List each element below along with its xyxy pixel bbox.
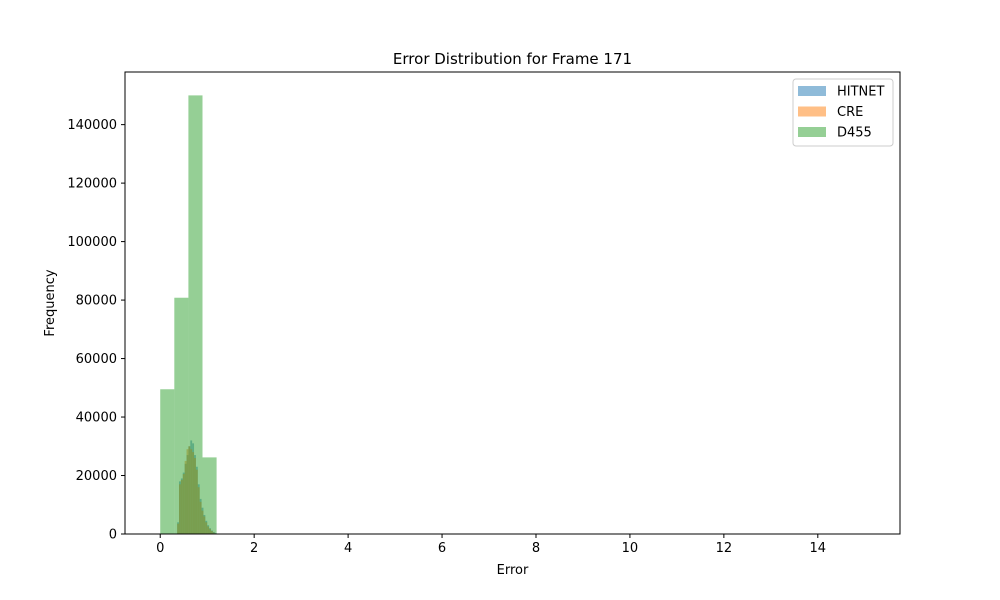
x-tick-label: 2 [250, 541, 258, 556]
x-tick-label: 6 [438, 541, 446, 556]
plot-frame [124, 71, 901, 535]
series-d455 [160, 95, 217, 535]
x-tick-label: 0 [156, 541, 164, 556]
y-tick-label: 100000 [67, 235, 117, 250]
legend-swatch-hitnet [798, 86, 826, 96]
legend-swatch-cre [798, 106, 826, 117]
x-tick-label: 10 [622, 541, 639, 556]
y-tick-label: 0 [109, 528, 117, 543]
y-tick-label: 80000 [76, 294, 117, 309]
x-tick-label: 4 [344, 541, 352, 556]
bar-d455 [202, 457, 217, 534]
y-tick-label: 60000 [76, 352, 117, 367]
y-axis-label: Frequency [43, 269, 58, 336]
x-axis-ticks: 0 2 4 6 8 10 12 14 [156, 534, 826, 556]
bar-d455 [160, 389, 175, 534]
legend-label-hitnet: HITNET [837, 85, 884, 100]
bar-d455 [174, 297, 189, 534]
x-tick-label: 8 [532, 541, 540, 556]
y-tick-label: 140000 [67, 118, 117, 133]
bar-d455 [188, 95, 203, 535]
legend-label-cre: CRE [837, 105, 863, 120]
bars-layer [160, 95, 217, 535]
legend: HITNET CRE D455 [792, 78, 894, 147]
y-axis-ticks: 0 20000 40000 60000 80000 100000 120000 140000 [67, 118, 125, 543]
y-tick-label: 40000 [76, 411, 117, 426]
legend-label-d455: D455 [837, 126, 872, 141]
x-axis-label: Error [497, 563, 529, 578]
x-tick-label: 14 [810, 541, 827, 556]
y-tick-label: 120000 [67, 177, 117, 192]
legend-swatch-d455 [798, 127, 826, 137]
chart-title: Error Distribution for Frame 171 [393, 50, 632, 68]
y-tick-label: 20000 [76, 469, 117, 484]
x-tick-label: 12 [716, 541, 733, 556]
